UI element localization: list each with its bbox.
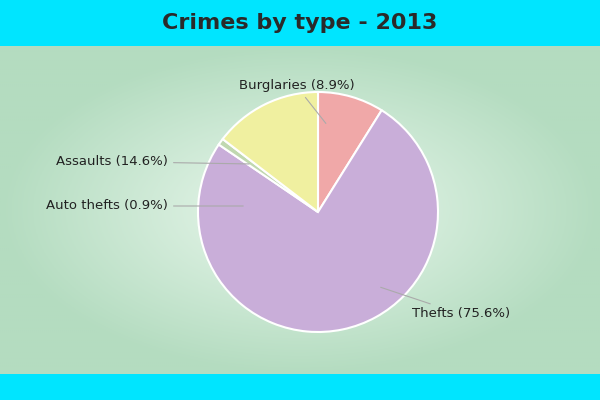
FancyBboxPatch shape (0, 374, 600, 400)
Wedge shape (223, 92, 318, 212)
Text: Auto thefts (0.9%): Auto thefts (0.9%) (46, 200, 243, 212)
Wedge shape (198, 110, 438, 332)
Text: Burglaries (8.9%): Burglaries (8.9%) (239, 80, 354, 124)
Text: Assaults (14.6%): Assaults (14.6%) (56, 155, 249, 168)
Wedge shape (318, 92, 382, 212)
FancyBboxPatch shape (0, 0, 600, 46)
Text: Thefts (75.6%): Thefts (75.6%) (380, 287, 510, 320)
FancyBboxPatch shape (0, 46, 600, 374)
Text: @City-Data.com: @City-Data.com (452, 75, 544, 85)
Wedge shape (219, 139, 318, 212)
Text: Crimes by type - 2013: Crimes by type - 2013 (163, 13, 437, 33)
